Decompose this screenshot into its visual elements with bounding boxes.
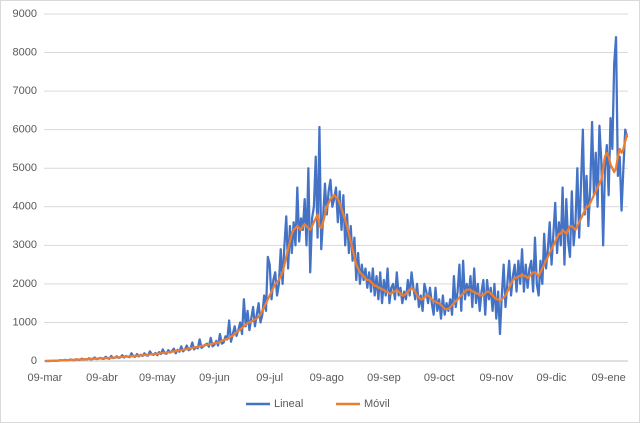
series-line — [44, 133, 629, 363]
x-tick-label: 09-ene — [592, 372, 626, 384]
x-tick-label: 09-jul — [256, 372, 283, 384]
x-tick-label: 09-mar — [27, 372, 62, 384]
y-tick-label: 0 — [31, 355, 37, 367]
x-tick-label: 09-abr — [86, 372, 118, 384]
x-tick-label: 09-oct — [424, 372, 455, 384]
legend-label: Móvil — [364, 398, 390, 410]
x-tick-label: 09-jun — [199, 372, 230, 384]
y-tick-label: 6000 — [13, 124, 37, 136]
y-tick-label: 5000 — [13, 162, 37, 174]
x-tick-label: 09-nov — [479, 372, 513, 384]
y-tick-label: 8000 — [13, 46, 37, 58]
x-tick-label: 09-dic — [537, 372, 567, 384]
y-tick-label: 9000 — [13, 8, 37, 20]
x-tick-label: 09-sep — [367, 372, 401, 384]
y-tick-label: 2000 — [13, 278, 37, 290]
x-tick-label: 09-ago — [310, 372, 344, 384]
y-tick-label: 3000 — [13, 239, 37, 251]
y-tick-label: 7000 — [13, 85, 37, 97]
y-tick-label: 4000 — [13, 201, 37, 213]
legend-label: Lineal — [274, 398, 303, 410]
y-tick-label: 1000 — [13, 316, 37, 328]
x-tick-label: 09-may — [139, 372, 176, 384]
